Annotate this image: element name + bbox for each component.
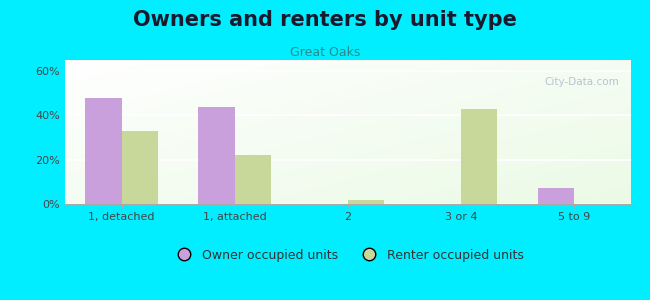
Bar <box>122 131 158 204</box>
Bar <box>235 155 271 204</box>
Text: Great Oaks: Great Oaks <box>290 46 360 59</box>
Legend: Owner occupied units, Renter occupied units: Owner occupied units, Renter occupied un… <box>167 244 528 267</box>
Bar <box>538 188 574 204</box>
Bar <box>198 106 235 204</box>
Bar <box>461 109 497 204</box>
Text: Owners and renters by unit type: Owners and renters by unit type <box>133 11 517 31</box>
Bar <box>85 98 122 204</box>
Bar <box>348 200 384 204</box>
Text: City-Data.com: City-Data.com <box>545 77 619 87</box>
